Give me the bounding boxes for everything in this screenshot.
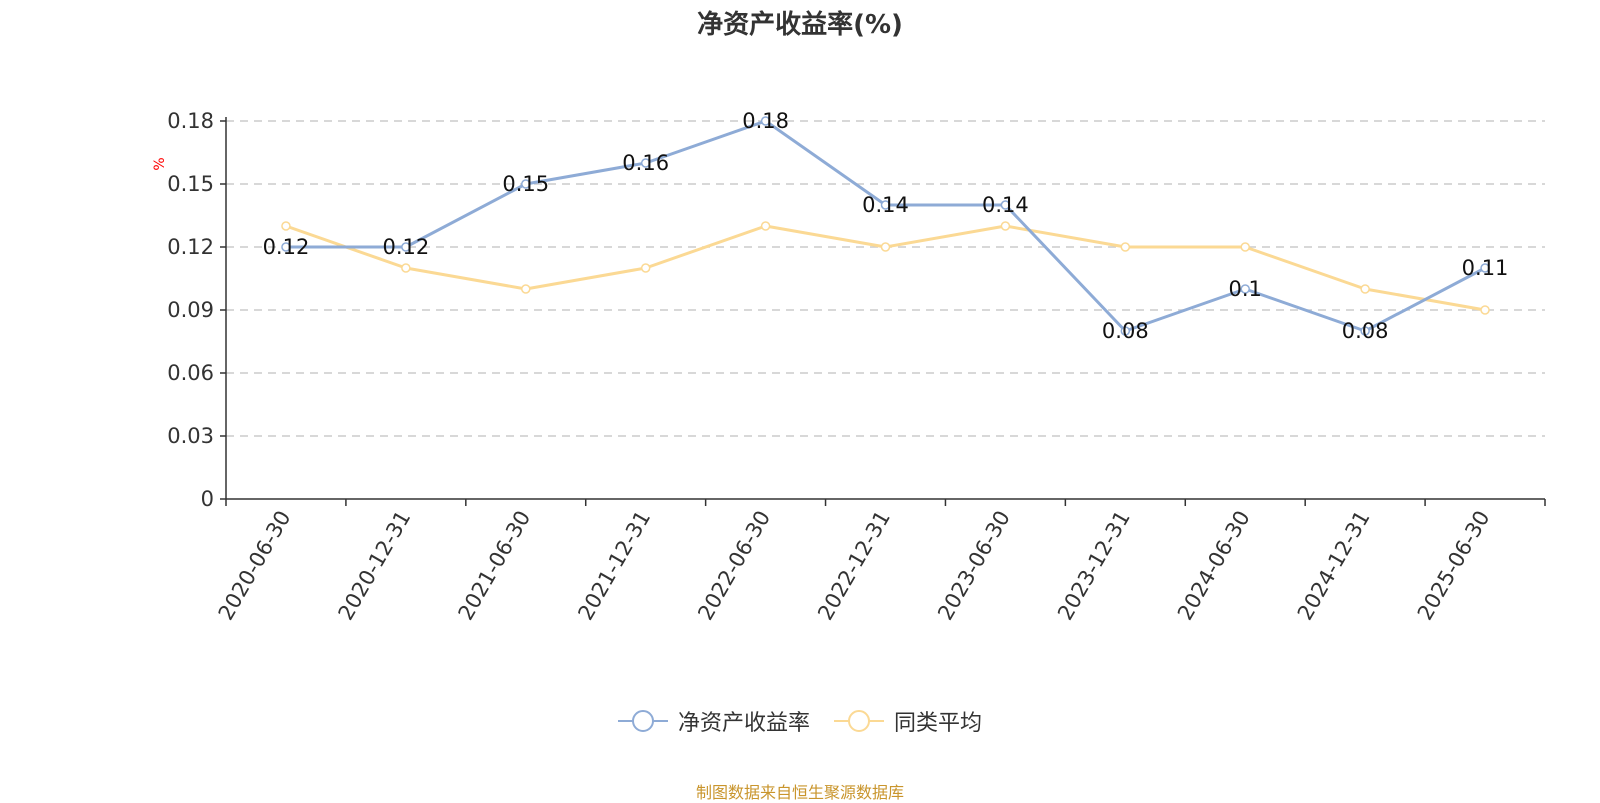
series-line — [285, 224, 1486, 312]
data-point[interactable] — [880, 242, 891, 252]
data-label: 0.16 — [622, 151, 669, 175]
data-label: 0.15 — [502, 172, 549, 196]
data-point[interactable] — [1360, 284, 1370, 294]
legend-item-roe[interactable]: 净资产收益率 — [617, 705, 810, 737]
y-tick-label: 0.09 — [167, 298, 214, 322]
x-tick-label: 2024-12-31 — [1293, 507, 1375, 625]
x-tick-label: 2023-06-30 — [933, 507, 1015, 625]
data-point[interactable] — [1000, 221, 1011, 231]
x-tick-label: 2024-06-30 — [1173, 507, 1255, 625]
legend-label-peer-average: 同类平均 — [894, 711, 983, 736]
legend-marker-roe-icon — [617, 710, 668, 732]
data-label: 0.12 — [263, 235, 310, 259]
x-tick-label: 2020-12-31 — [334, 507, 416, 625]
data-point[interactable] — [521, 179, 531, 189]
chart-title: 净资产收益率(%) — [697, 10, 903, 40]
data-label: 0.08 — [1342, 319, 1389, 343]
data-label: 0.18 — [742, 109, 789, 133]
y-axis-label: % — [152, 157, 168, 170]
data-point[interactable] — [1240, 284, 1250, 294]
data-point[interactable] — [760, 116, 771, 126]
data-point[interactable] — [880, 200, 891, 210]
x-tick-label: 2023-12-31 — [1053, 507, 1135, 625]
x-tick-label: 2020-06-30 — [214, 507, 296, 625]
data-point[interactable] — [1480, 305, 1490, 315]
data-point[interactable] — [1480, 263, 1490, 273]
data-label: 0.08 — [1102, 319, 1149, 343]
legend-label-roe: 净资产收益率 — [677, 711, 810, 736]
legend-marker-peer-average-icon — [834, 710, 884, 732]
data-point[interactable] — [640, 263, 651, 273]
data-label: 0.14 — [982, 193, 1029, 217]
data-label: 0.11 — [1462, 256, 1509, 280]
x-tick-label: 2021-12-31 — [573, 507, 655, 625]
data-point[interactable] — [1240, 242, 1250, 252]
y-tick-label: 0 — [201, 487, 214, 511]
data-point[interactable] — [281, 242, 291, 252]
data-point[interactable] — [1120, 326, 1131, 336]
data-label: 0.12 — [382, 235, 429, 259]
y-tick-label: 0.03 — [167, 424, 214, 448]
data-point[interactable] — [401, 263, 411, 273]
axes: 0 0.03 0.06 0.09 0.12 0.15 0.18 2020-06-30 2020-… — [167, 109, 1546, 625]
data-point[interactable] — [521, 284, 531, 294]
x-tick-label: 2022-06-30 — [693, 507, 775, 625]
legend: 净资产收益率 同类平均 — [0, 705, 1600, 737]
series-lines — [281, 116, 1490, 336]
legend-item-peer-average[interactable]: 同类平均 — [834, 705, 982, 737]
data-point[interactable] — [1000, 200, 1011, 210]
y-tick-label: 0.15 — [167, 172, 214, 196]
source-note: 制图数据来自恒生聚源数据库 — [695, 783, 904, 802]
data-label: 0.14 — [862, 193, 909, 217]
data-point[interactable] — [281, 221, 291, 231]
x-tick-label: 2021-06-30 — [453, 507, 535, 625]
y-tick-label: 0.06 — [167, 361, 214, 385]
data-point[interactable] — [760, 221, 771, 231]
data-point[interactable] — [401, 242, 411, 252]
data-point[interactable] — [1120, 242, 1131, 252]
y-tick-label: 0.18 — [167, 109, 214, 133]
series-line — [285, 119, 1486, 333]
data-label: 0.1 — [1229, 277, 1262, 301]
data-point[interactable] — [640, 158, 651, 168]
x-tick-label: 2022-12-31 — [813, 507, 895, 625]
x-tick-label: 2025-06-30 — [1413, 507, 1495, 625]
data-labels: 0.12 0.12 0.15 0.16 0.18 0.14 0.14 0.08 0.1 0.08 0… — [263, 109, 1509, 343]
grid-lines — [226, 120, 1545, 437]
data-point[interactable] — [1360, 326, 1370, 336]
y-tick-label: 0.12 — [167, 235, 214, 259]
